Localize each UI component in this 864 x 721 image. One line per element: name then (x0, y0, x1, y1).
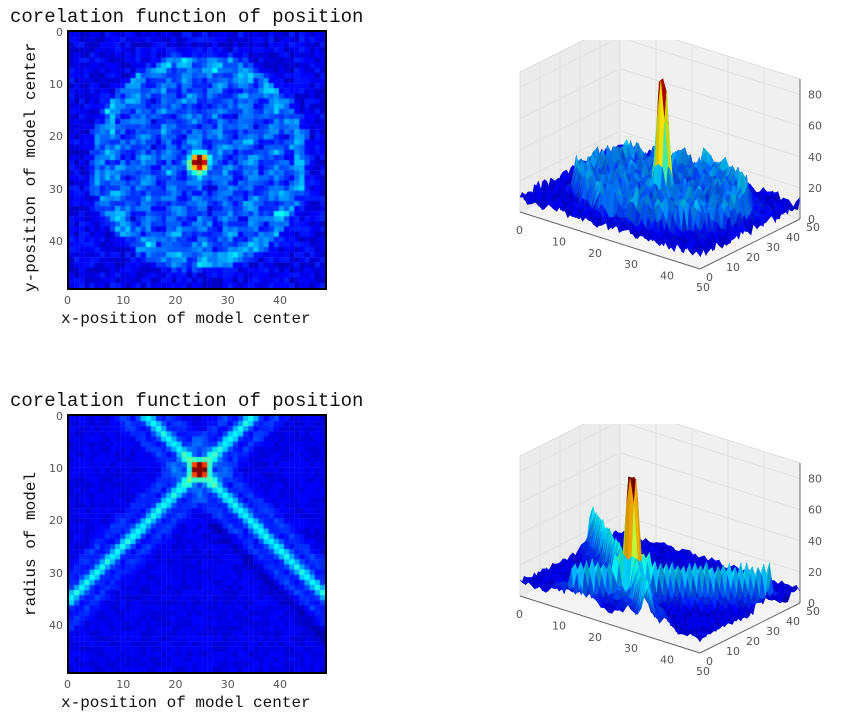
grid-line (626, 424, 801, 480)
x-tick-label: 0 (64, 678, 71, 691)
grid-line (626, 40, 801, 96)
y-tick-label: 40 (786, 231, 800, 244)
x-tick-label: 20 (168, 294, 183, 307)
grid-line (519, 99, 621, 151)
y-tick-label: 10 (49, 78, 63, 92)
z-tick-label: 20 (808, 566, 822, 579)
z-tick-label: 0 (808, 597, 815, 610)
z-tick-label: 60 (808, 504, 822, 517)
y-tick-label: 0 (56, 410, 63, 423)
x-tick-label: 30 (624, 642, 638, 655)
y-tick-label: 30 (49, 182, 63, 196)
grid-line (619, 514, 801, 573)
heatmap-top-ylabel: y-position of model center (22, 42, 40, 292)
heatmap-top-xlabel: x-position of model center (61, 310, 311, 328)
x-tick-label: 40 (272, 678, 287, 691)
y-tick-label: 10 (726, 645, 740, 658)
chart-title-top: corelation function of position (10, 6, 364, 28)
y-tick-label: 50 (806, 221, 820, 234)
x-axis-line (519, 211, 701, 270)
y-axis-line (699, 602, 801, 654)
y-tick-label: 0 (706, 655, 713, 668)
y-tick-label: 40 (49, 618, 63, 632)
grid-line (619, 68, 801, 127)
y-tick-label: 20 (746, 635, 760, 648)
y-tick-label: 10 (726, 261, 740, 274)
heatmap-top (67, 30, 327, 290)
x-tick-label: 40 (660, 270, 674, 283)
grid-line (519, 40, 617, 89)
y-tick-label: 20 (49, 514, 63, 528)
y-tick-label: 50 (806, 605, 820, 618)
x-tick-label: 50 (696, 665, 710, 678)
heatmap-bottom-canvas (69, 416, 325, 672)
grid-line (519, 424, 617, 473)
y-tick-label: 10 (49, 462, 63, 476)
x-tick-label: 20 (588, 247, 602, 260)
y-tick-label: 20 (49, 130, 63, 144)
y-tick-label: 30 (766, 625, 780, 638)
z-tick-label: 80 (808, 89, 822, 102)
z-tick-label: 0 (808, 213, 815, 226)
grid-line (519, 130, 621, 182)
grid-line (519, 483, 621, 535)
y-tick-label: 0 (56, 26, 63, 39)
x-tick-label: 0 (64, 294, 71, 307)
z-tick-label: 40 (808, 151, 822, 164)
x-tick-label: 10 (116, 294, 131, 307)
grid-line (619, 452, 801, 511)
y-tick-label: 40 (786, 615, 800, 628)
x-tick-label: 0 (516, 608, 523, 621)
grid-line (519, 452, 621, 504)
x-tick-label: 40 (660, 654, 674, 667)
y-tick-label: 30 (766, 241, 780, 254)
y-tick-label: 40 (49, 234, 63, 248)
heatmap-top-canvas (69, 32, 325, 288)
x-tick-label: 10 (552, 235, 566, 248)
x-tick-label: 50 (696, 281, 710, 294)
x-tick-label: 20 (168, 678, 183, 691)
x-tick-label: 0 (516, 224, 523, 237)
heatmap-bottom (67, 414, 327, 674)
y-tick-label: 20 (746, 251, 760, 264)
z-tick-label: 80 (808, 473, 822, 486)
x-tick-label: 10 (116, 678, 131, 691)
z-tick-label: 40 (808, 535, 822, 548)
surface-facet (695, 250, 703, 256)
x-axis-line (519, 595, 701, 654)
y-tick-label: 30 (49, 566, 63, 580)
grid-line (619, 99, 801, 158)
y-tick-label: 0 (706, 271, 713, 284)
chart-title-bottom: corelation function of position (10, 390, 364, 412)
x-tick-label: 20 (588, 631, 602, 644)
x-tick-label: 30 (220, 678, 235, 691)
y-axis-line (699, 218, 801, 270)
heatmap-bottom-xlabel: x-position of model center (61, 694, 311, 712)
z-tick-label: 20 (808, 182, 822, 195)
surface-facet (696, 636, 703, 643)
x-tick-label: 40 (272, 294, 287, 307)
z-tick-label: 60 (808, 120, 822, 133)
heatmap-bottom-ylabel: radius of model (22, 471, 40, 616)
grid-line (619, 483, 801, 542)
grid-line (519, 68, 621, 120)
x-tick-label: 10 (552, 619, 566, 632)
x-tick-label: 30 (220, 294, 235, 307)
x-tick-label: 30 (624, 258, 638, 271)
